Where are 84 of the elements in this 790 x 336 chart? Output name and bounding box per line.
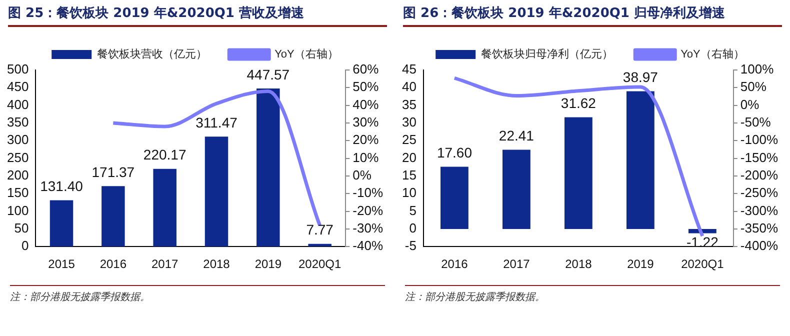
chart-title: 图 26：餐饮板块 2019 年&2020Q1 归母净利及增速 [403,4,782,27]
legend-label: YoY（右轴） [680,48,744,61]
y2-tick-label: 0% [740,96,760,112]
data-label: 220.17 [143,146,186,163]
bar [153,168,176,247]
y2-tick-label: -400% [740,238,778,254]
y-tick-label: 300 [6,132,29,148]
bar [564,117,592,229]
text: 注：部分港股无披露季报数据。 [10,285,385,304]
data-label: 38.97 [622,69,658,86]
y2-tick-label: -300% [740,202,778,218]
y2-tick-label: -50% [740,114,772,130]
y-tick-label: 400 [6,96,29,112]
bar [626,91,654,229]
bar [502,150,530,229]
y-tick-label: 450 [6,79,29,94]
y2-tick-label: -40% [352,238,384,254]
data-label: 7.77 [306,222,334,238]
y2-tick-label: -20% [352,202,384,218]
y-tick-label: 5 [409,202,416,218]
bar [308,244,332,247]
y-tick-label: 35 [402,96,416,112]
y2-tick-label: -30% [352,220,384,236]
y2-tick-label: 20% [352,132,380,148]
y2-tick-label: 10% [352,150,380,165]
y-tick-label: 40 [402,79,416,94]
y2-tick-label: -250% [740,185,778,200]
bar [256,88,280,247]
text: 注：部分港股无披露季报数据。 [405,285,780,304]
y-tick-label: 100 [6,202,29,218]
y-tick-label: 15 [402,168,416,183]
legend-label: 餐饮板块归母净利（亿元） [481,48,614,61]
x-tick-label: 2016 [100,257,127,272]
y-tick-label: 10 [402,185,416,200]
y-tick-label: 0 [21,238,29,254]
x-tick-label: 2016 [441,257,468,272]
y-tick-label: 350 [6,114,29,130]
x-tick-label: 2018 [203,257,230,272]
data-label: 171.37 [92,164,135,180]
y2-tick-label: -100% [740,132,778,148]
y2-tick-label: 60% [352,62,380,77]
y-tick-label: 150 [6,185,29,200]
legend-label: 餐饮板块营收（亿元） [97,48,208,61]
x-tick-label: 2019 [254,257,282,272]
y-tick-label: 25 [402,132,416,148]
y-tick-label: -5 [404,238,416,254]
y2-tick-label: 50% [352,79,380,94]
data-label: 17.60 [436,144,472,161]
x-tick-label: 2020Q1 [298,257,342,272]
x-tick-label: 2015 [48,257,76,272]
bar [102,186,125,247]
chart-title: 图 25：餐饮板块 2019 年&2020Q1 营收及增速 [8,4,387,27]
data-label: 131.40 [40,178,84,194]
bar [50,200,74,247]
y-tick-label: 30 [402,114,416,130]
data-label: -1.22 [686,234,719,250]
bar [440,166,468,229]
y-tick-label: 50 [14,220,29,236]
data-label: 447.57 [246,66,290,82]
data-label: 22.41 [498,128,534,144]
legend-label: YoY（右轴） [274,48,338,61]
x-tick-label: 2019 [627,257,654,272]
data-label: 31.62 [560,95,596,112]
y-tick-label: 20 [402,150,416,165]
y2-tick-label: 50% [740,79,767,94]
bar [204,136,228,247]
y2-tick-label: -350% [740,220,778,236]
y-tick-label: 500 [6,62,29,77]
data-label: 311.47 [196,114,238,130]
y-tick-label: 0 [409,220,416,236]
y2-tick-label: 40% [352,96,380,112]
y2-tick-label: -200% [740,168,778,183]
x-tick-label: 2017 [503,257,530,272]
y2-tick-label: 100% [740,62,774,77]
y-tick-label: 200 [6,168,29,183]
y2-tick-label: 30% [352,114,380,130]
y2-tick-label: -10% [352,185,384,200]
y-tick-label: 45 [402,62,416,77]
x-tick-label: 2020Q1 [681,257,724,272]
y2-tick-label: -150% [740,150,778,165]
y2-tick-label: 0% [352,168,372,183]
y-tick-label: 250 [6,150,29,165]
x-tick-label: 2018 [565,257,592,272]
x-tick-label: 2017 [151,257,179,272]
